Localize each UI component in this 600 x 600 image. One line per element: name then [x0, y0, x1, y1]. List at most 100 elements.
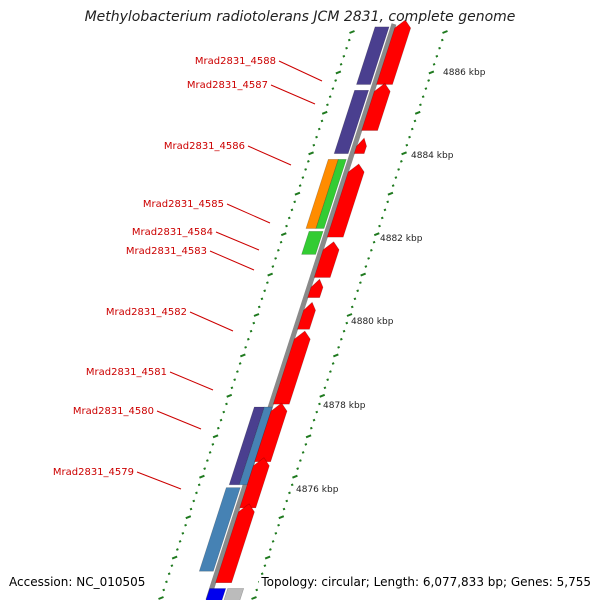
outer-tick [367, 257, 370, 260]
inner-tick [331, 87, 335, 90]
inner-tick [206, 459, 209, 462]
gene-4587-feature [333, 89, 370, 154]
inner-tick [219, 418, 223, 422]
gene-label: Mrad2831_4585 [143, 199, 224, 210]
inner-tick [192, 499, 196, 503]
inner-tick [304, 168, 307, 171]
outer-tick [342, 329, 346, 333]
ticks-inner [158, 30, 355, 600]
outer-tick [378, 224, 381, 228]
gene-label: Mrad2831_4579 [53, 467, 134, 478]
inner-tick [158, 596, 164, 600]
outer-tick [269, 548, 272, 551]
outer-tick [296, 467, 300, 470]
outer-tick [427, 79, 430, 82]
gene-label-connector [270, 84, 316, 105]
outer-tick [264, 555, 271, 560]
inner-tick [249, 329, 253, 333]
outer-tick [290, 483, 294, 487]
gene-4583-red [307, 278, 324, 298]
inner-tick [225, 402, 228, 406]
inner-tick [178, 540, 182, 543]
inner-tick [293, 200, 297, 204]
kbp-label: 4880 kbp [351, 317, 394, 327]
inner-tick [298, 184, 302, 187]
accession-label: Accession: NC_010505 [7, 575, 148, 589]
inner-tick [199, 474, 205, 479]
gene-blue-feature [205, 588, 227, 600]
outer-tick [318, 402, 321, 406]
inner-tick [226, 393, 233, 398]
outer-tick [309, 426, 313, 430]
outer-tick [353, 297, 357, 301]
outer-tick [260, 572, 264, 576]
kbp-label: 4886 kbp [443, 68, 486, 78]
outer-tick [282, 507, 286, 511]
inner-tick [257, 305, 261, 309]
outer-tick [332, 353, 339, 358]
inner-tick [212, 434, 219, 439]
inner-tick [301, 176, 305, 179]
outer-tick [359, 281, 362, 284]
inner-tick [167, 572, 171, 576]
inner-tick [276, 248, 280, 252]
outer-tick [380, 216, 384, 220]
outer-tick [274, 531, 278, 535]
outer-tick [329, 370, 332, 373]
kbp-label: 4878 kbp [323, 401, 366, 411]
inner-tick [271, 265, 275, 268]
kbp-label: 4884 kbp [411, 151, 454, 161]
outer-tick [405, 143, 409, 147]
gene-4580-red [239, 457, 270, 509]
outer-tick [373, 232, 380, 237]
inner-tick [230, 386, 234, 390]
kbp-label: 4876 kbp [296, 485, 339, 495]
outer-tick [391, 184, 395, 187]
outer-tick [339, 337, 343, 341]
inner-tick [211, 443, 215, 446]
inner-tick [185, 515, 192, 520]
gene-label: Mrad2831_4581 [86, 367, 167, 378]
outer-tick [337, 346, 340, 349]
outer-tick [319, 393, 326, 398]
outer-tick [350, 305, 354, 309]
gene-label: Mrad2831_4580 [73, 406, 154, 417]
inner-tick [290, 208, 294, 212]
inner-tick [328, 95, 332, 99]
gene-gray-feature [223, 588, 245, 600]
inner-tick [184, 523, 187, 527]
inner-tick [287, 216, 291, 220]
gene-label: Mrad2831_4588 [195, 56, 276, 67]
inner-tick [335, 70, 342, 75]
gene-label-connector [156, 410, 202, 430]
inner-tick [339, 63, 343, 66]
inner-tick [317, 127, 321, 131]
gene-label: Mrad2831_4584 [132, 227, 213, 238]
inner-tick [244, 346, 247, 349]
gene-label: Mrad2831_4587 [187, 80, 268, 91]
outer-tick [323, 386, 327, 390]
gene-4582-red [272, 330, 311, 405]
gene-label-connector [169, 371, 214, 391]
gene-4579-red [215, 503, 255, 584]
inner-tick [294, 191, 301, 196]
outer-tick [305, 434, 312, 439]
gene-4588-feature [356, 26, 390, 85]
outer-tick [428, 70, 435, 75]
inner-tick [308, 151, 314, 156]
labels-layer: 4876 kbp 4878 kbp 4880 kbp 4882 kbp 4884 kbp… [53, 56, 486, 495]
outer-tick [414, 110, 421, 115]
inner-tick [239, 353, 246, 358]
outer-tick [387, 191, 394, 196]
label-lines [136, 60, 323, 490]
inner-tick [216, 426, 220, 430]
outer-tick [399, 160, 403, 163]
outer-tick [277, 523, 280, 527]
outer-tick [346, 313, 353, 317]
inner-tick [162, 588, 166, 592]
inner-tick [263, 289, 267, 293]
outer-tick [304, 443, 308, 446]
outer-tick [345, 321, 349, 325]
inner-tick [280, 232, 287, 237]
inner-tick [347, 38, 351, 42]
